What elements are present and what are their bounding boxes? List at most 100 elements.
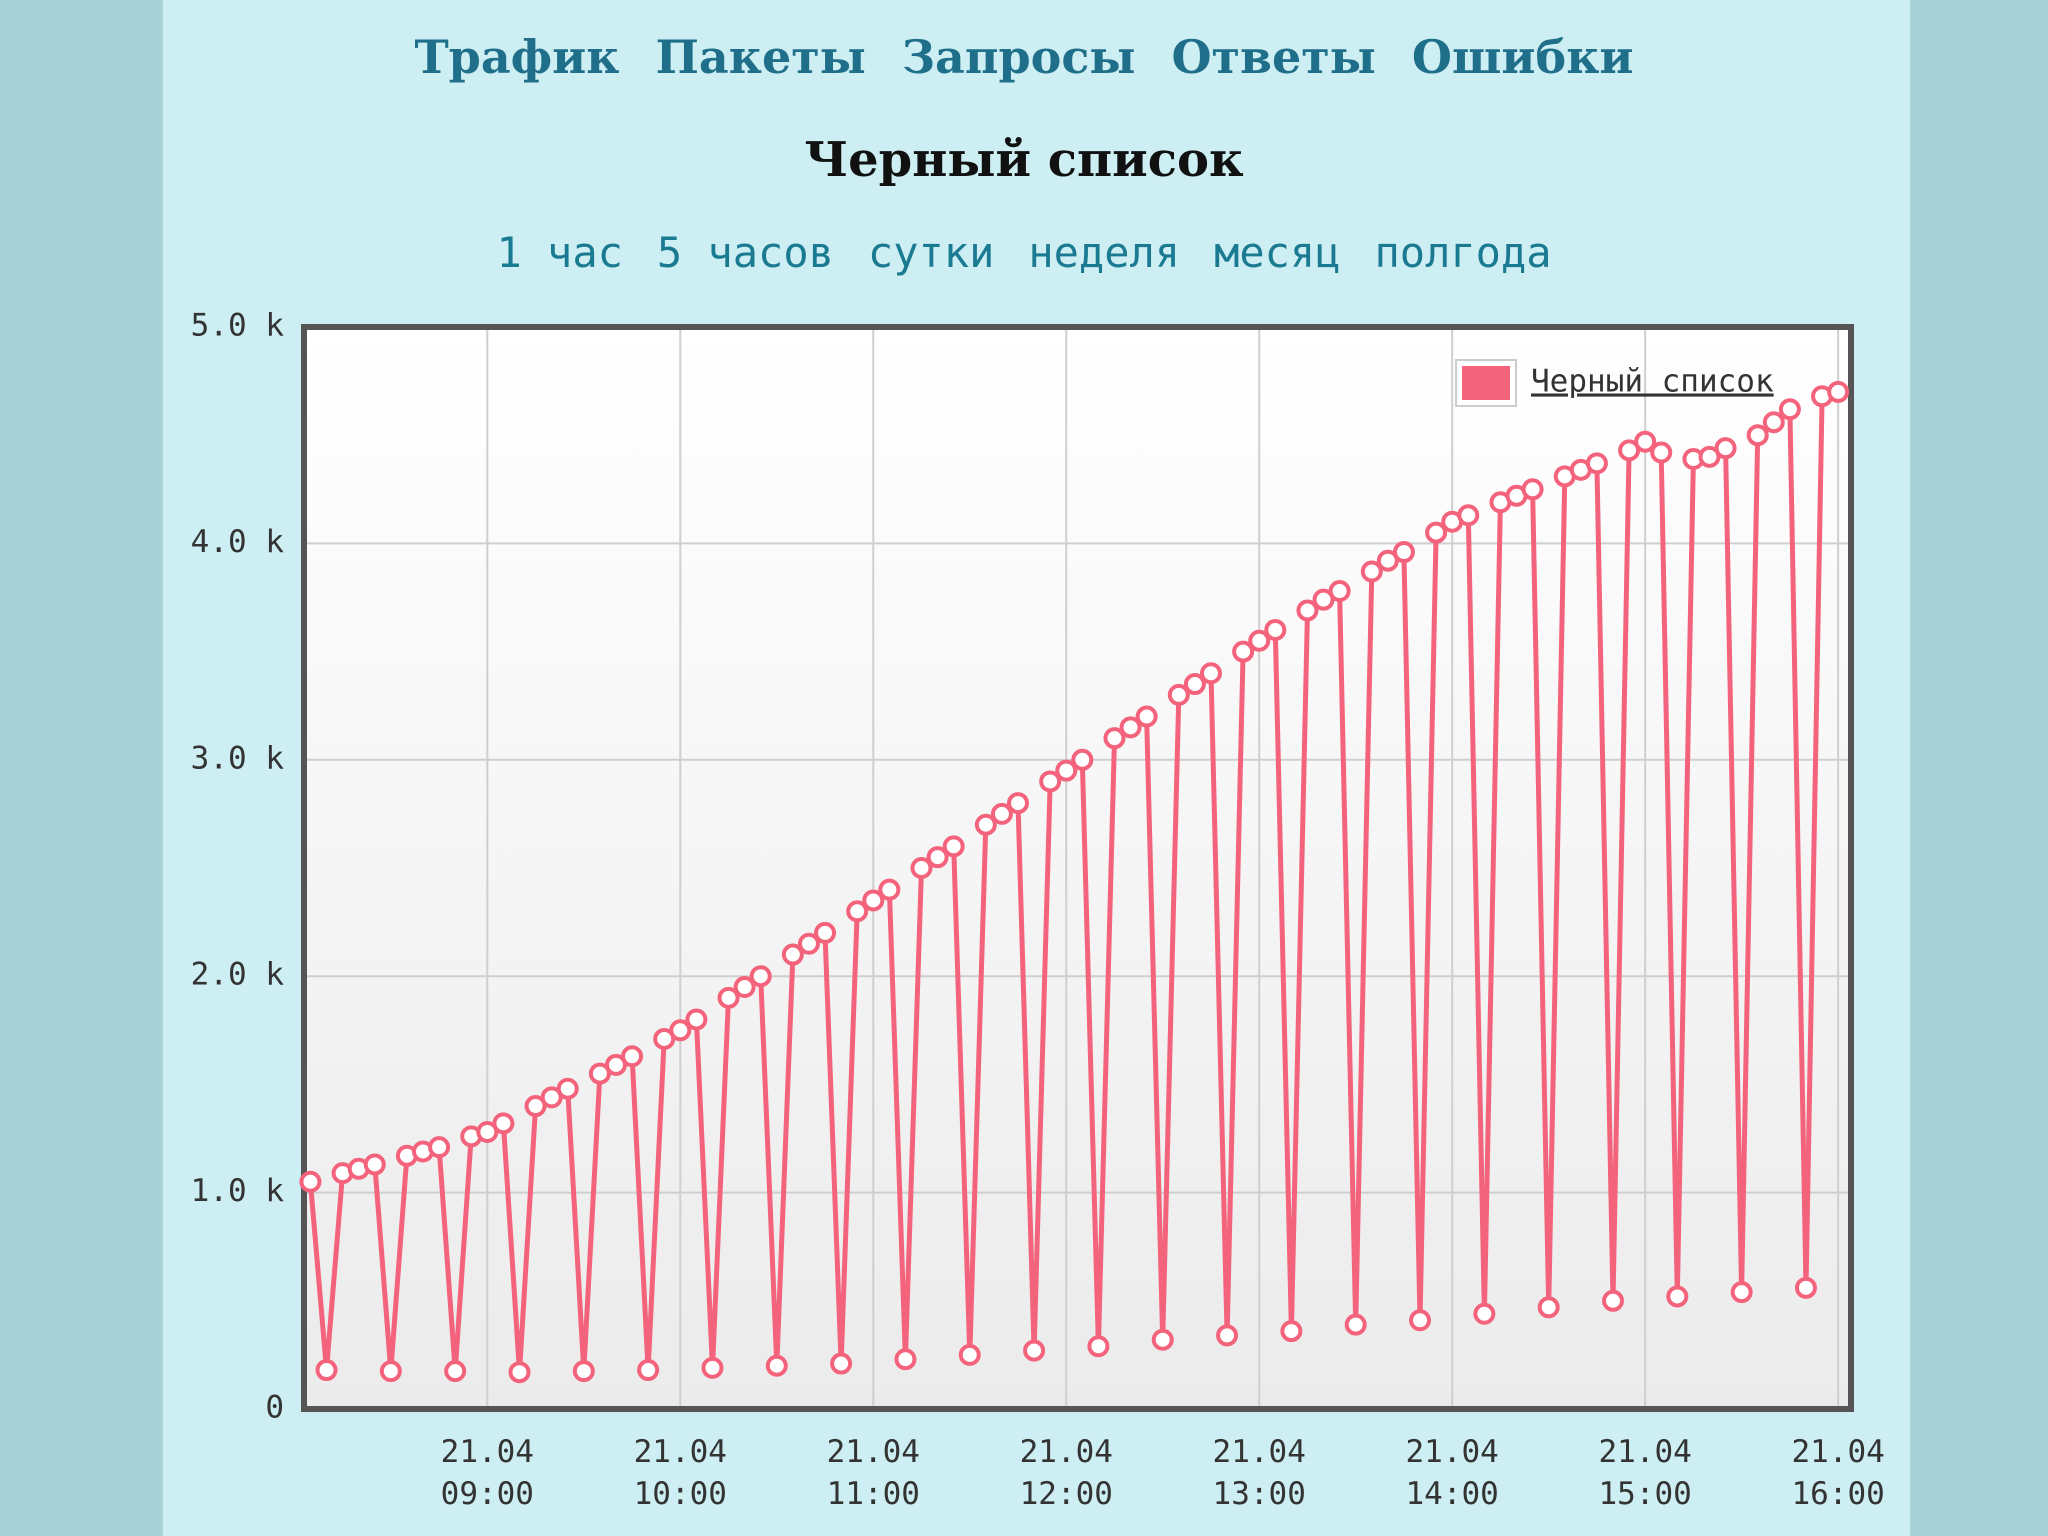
data-point — [1634, 430, 1657, 453]
data-point — [894, 1348, 917, 1371]
data-point — [1730, 1281, 1753, 1304]
data-point — [588, 1062, 611, 1085]
x-tick-line: 21.04 — [634, 1434, 727, 1470]
data-point — [846, 900, 869, 923]
data-point — [1762, 411, 1785, 434]
data-point — [1280, 1320, 1303, 1343]
data-point — [1312, 588, 1335, 611]
data-point — [701, 1356, 724, 1379]
data-point — [942, 835, 965, 858]
x-tick-line: 21.04 — [827, 1434, 920, 1470]
x-tick-line: 13:00 — [1213, 1476, 1306, 1512]
data-point — [830, 1352, 853, 1375]
x-tick-label: 21.04 12:00 — [1020, 1434, 1113, 1512]
data-point — [1232, 640, 1255, 663]
data-point — [653, 1027, 676, 1050]
x-tick-label: 21.04 15:00 — [1598, 1434, 1691, 1512]
x-tick-line: 11:00 — [827, 1476, 920, 1512]
data-point — [1135, 705, 1158, 728]
x-tick-line: 21.04 — [1791, 1434, 1884, 1470]
x-tick-label: 21.04 10:00 — [634, 1434, 727, 1512]
x-tick-label: 21.04 13:00 — [1213, 1434, 1306, 1512]
data-point — [1376, 549, 1399, 572]
x-tick-label: 21.04 09:00 — [441, 1434, 534, 1512]
data-point — [1167, 683, 1190, 706]
data-point — [1007, 792, 1029, 815]
nav-link[interactable]: Ошибки — [1411, 30, 1634, 84]
data-point — [1087, 1335, 1110, 1358]
nav-link[interactable]: Трафик — [414, 30, 620, 84]
data-point — [1055, 759, 1078, 782]
data-point — [781, 943, 804, 966]
nav-link[interactable]: Запросы — [901, 30, 1136, 84]
x-tick-line: 21.04 — [441, 1434, 534, 1470]
x-tick-line: 12:00 — [1020, 1476, 1113, 1512]
data-point — [878, 878, 901, 901]
data-point — [1071, 748, 1094, 771]
data-point — [1344, 1313, 1367, 1336]
data-point — [621, 1045, 644, 1068]
nav-link[interactable]: Ответы — [1171, 30, 1376, 84]
period-link[interactable]: 1 час — [496, 228, 623, 277]
x-tick-line: 21.04 — [1213, 1434, 1306, 1470]
data-point — [1827, 380, 1850, 403]
data-point — [1216, 1324, 1239, 1347]
period-link[interactable]: месяц — [1214, 228, 1341, 277]
data-point — [1585, 452, 1608, 475]
nav-bar: Трафик Пакеты Запросы Ответы Ошибки — [0, 30, 2048, 84]
y-tick-label: 1.0 k — [191, 1173, 285, 1209]
y-tick-label: 0 — [265, 1390, 284, 1426]
data-point — [299, 1170, 322, 1193]
period-link[interactable]: 5 часов — [656, 228, 834, 277]
data-point — [717, 986, 740, 1009]
x-tick-line: 21.04 — [1020, 1434, 1113, 1470]
data-point — [1618, 439, 1641, 462]
data-point — [1409, 1309, 1432, 1332]
data-point — [1039, 770, 1062, 793]
data-point — [363, 1153, 386, 1176]
data-point — [1602, 1289, 1624, 1312]
data-point — [1521, 478, 1544, 501]
data-point — [1650, 441, 1673, 464]
nav-link[interactable]: Пакеты — [655, 30, 866, 84]
data-point — [1425, 521, 1448, 544]
data-point — [797, 932, 820, 955]
data-point — [1746, 424, 1769, 447]
period-link[interactable]: неделя — [1028, 228, 1181, 277]
x-tick-label: 21.04 16:00 — [1791, 1434, 1884, 1512]
y-tick-label: 3.0 k — [191, 740, 285, 776]
data-point — [540, 1086, 563, 1109]
data-point — [1666, 1285, 1689, 1308]
data-point — [1296, 599, 1319, 622]
data-point — [508, 1361, 531, 1384]
data-point — [733, 976, 756, 999]
data-point — [862, 889, 885, 912]
data-point — [524, 1095, 547, 1118]
data-point — [604, 1053, 627, 1076]
data-point — [556, 1077, 579, 1100]
data-point — [1473, 1302, 1496, 1325]
y-tick-label: 4.0 k — [191, 524, 285, 560]
data-point — [1264, 618, 1287, 641]
x-tick-line: 09:00 — [441, 1476, 534, 1512]
legend-label: Черный список — [1531, 364, 1774, 400]
data-point — [910, 857, 933, 879]
data-point — [1778, 398, 1801, 421]
x-tick-label: 21.04 14:00 — [1406, 1434, 1499, 1512]
y-tick-label: 5.0 k — [191, 308, 285, 344]
data-point — [958, 1343, 981, 1366]
x-tick-line: 21.04 — [1406, 1434, 1499, 1470]
period-link[interactable]: сутки — [867, 228, 995, 277]
data-point — [1794, 1276, 1817, 1299]
x-tick-line: 15:00 — [1598, 1476, 1691, 1512]
data-point — [637, 1359, 660, 1382]
data-point — [974, 813, 997, 836]
legend-swatch — [1462, 366, 1510, 400]
data-point — [685, 1008, 708, 1031]
plot-area — [304, 327, 1851, 1409]
x-tick-line: 14:00 — [1406, 1476, 1499, 1512]
period-link[interactable]: полгода — [1374, 228, 1552, 277]
data-point — [428, 1136, 451, 1159]
